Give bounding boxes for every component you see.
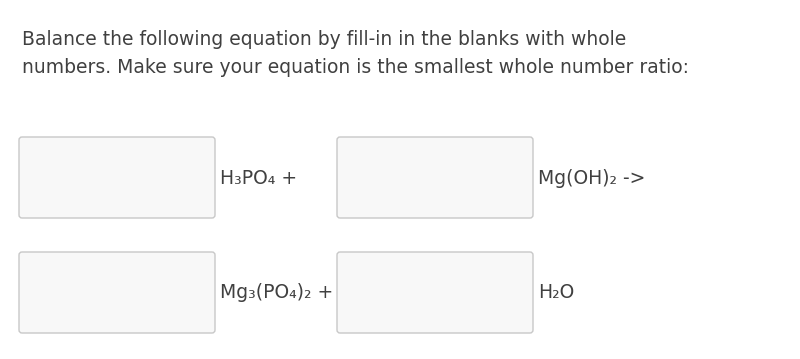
FancyBboxPatch shape: [337, 252, 533, 333]
Text: Balance the following equation by fill-in in the blanks with whole: Balance the following equation by fill-i…: [22, 30, 626, 49]
Text: H₂O: H₂O: [538, 284, 574, 303]
FancyBboxPatch shape: [337, 137, 533, 218]
Text: Mg₃(PO₄)₂ +: Mg₃(PO₄)₂ +: [220, 284, 334, 303]
FancyBboxPatch shape: [19, 137, 215, 218]
Text: H₃PO₄ +: H₃PO₄ +: [220, 168, 297, 187]
Text: numbers. Make sure your equation is the smallest whole number ratio:: numbers. Make sure your equation is the …: [22, 58, 689, 77]
Text: Mg(OH)₂ ->: Mg(OH)₂ ->: [538, 168, 646, 187]
FancyBboxPatch shape: [19, 252, 215, 333]
